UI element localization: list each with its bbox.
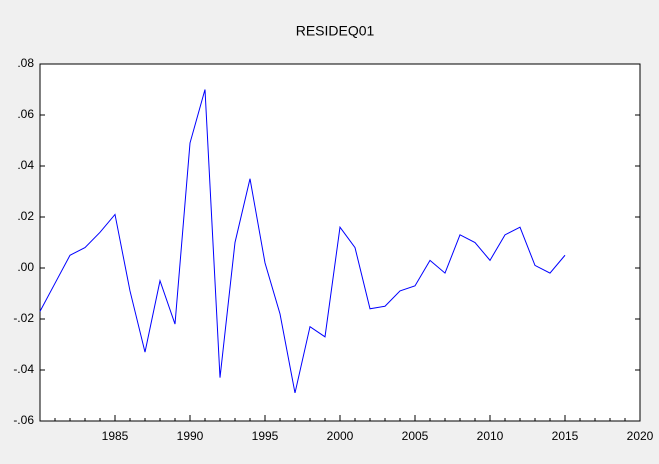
y-tick-label: -.02 [13,311,34,325]
x-tick-label: 2005 [402,429,429,443]
x-tick-label: 2000 [327,429,354,443]
series-line [39,89,566,394]
y-tick-label: .00 [17,260,34,274]
y-tick-label: .02 [17,209,34,223]
x-tick-label: 2015 [552,429,579,443]
x-tick-label: 1995 [252,429,279,443]
x-tick-label: 1990 [177,429,204,443]
x-tick-label: 1985 [102,429,129,443]
x-tick-label: 2010 [477,429,504,443]
y-tick-label: -.06 [13,413,34,427]
chart-title: RESIDEQ01 [296,23,375,39]
y-tick-label: .06 [17,107,34,121]
plot-area [39,63,641,422]
y-tick-label: -.04 [13,362,34,376]
x-tick-label: 2020 [627,429,654,443]
y-tick-label: .08 [17,56,34,70]
y-tick-label: .04 [17,158,34,172]
